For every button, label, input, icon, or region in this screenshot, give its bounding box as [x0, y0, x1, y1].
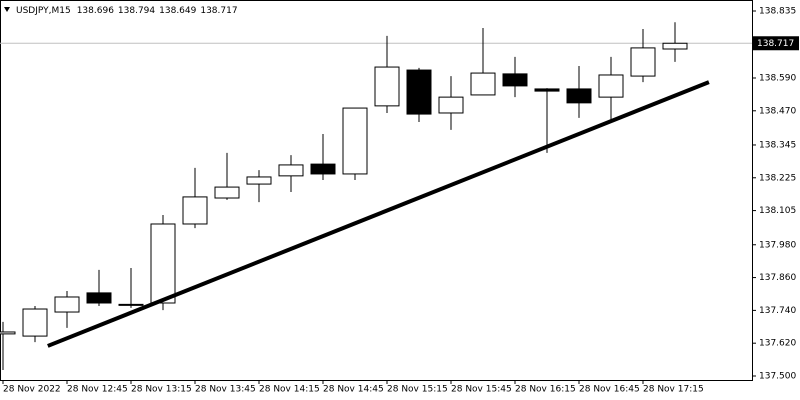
y-tick-label: 138.590: [759, 73, 796, 83]
candle-body: [310, 163, 336, 175]
x-tick-label: 28 Nov 17:15: [643, 385, 704, 395]
x-tick-label: 28 Nov 16:15: [515, 385, 576, 395]
candle-body: [214, 186, 240, 199]
candle-body: [22, 308, 48, 337]
candle-body: [438, 96, 464, 114]
y-tick-label: 138.470: [759, 106, 796, 116]
y-tick-label: 138.345: [759, 140, 796, 150]
plot-frame: [0, 0, 753, 381]
trendline: [47, 80, 710, 348]
y-tick-label: 138.835: [759, 7, 796, 17]
candle-body: [54, 296, 80, 313]
candle-body: [598, 74, 624, 98]
y-tick-label: 137.500: [759, 372, 796, 382]
x-tick-label: 28 Nov 14:15: [259, 385, 320, 395]
candle-body: [470, 72, 496, 96]
header-close: 138.717: [200, 6, 237, 16]
chart-title: USDJPY,M15: [16, 6, 71, 16]
x-tick-label: 28 Nov 16:45: [579, 385, 640, 395]
candle-body: [630, 47, 656, 77]
header-low: 138.649: [159, 6, 196, 16]
candle-body: [278, 164, 304, 177]
x-tick-label: 28 Nov 2022: [3, 385, 61, 395]
candle-body: [182, 196, 208, 225]
candle-body: [246, 176, 272, 185]
menu-triangle: [4, 7, 10, 12]
candle-body: [662, 42, 688, 50]
candle-body: [566, 88, 592, 104]
y-tick-label: 137.620: [759, 339, 796, 349]
y-tick-label: 137.980: [759, 240, 796, 250]
last-price-box: [753, 36, 799, 51]
y-tick-label: 138.105: [759, 206, 796, 216]
candle-body: [502, 73, 528, 87]
x-tick-label: 28 Nov 14:45: [323, 385, 384, 395]
candle-body: [374, 66, 400, 107]
last-price-label: 138.717: [757, 39, 794, 49]
x-tick-label: 28 Nov 13:15: [131, 385, 192, 395]
x-tick-label: 28 Nov 12:45: [67, 385, 128, 395]
candle-body: [342, 107, 368, 175]
x-tick-label: 28 Nov 15:45: [451, 385, 512, 395]
candle-body: [0, 331, 16, 335]
y-tick-label: 137.740: [759, 306, 796, 316]
header-open: 138.696: [77, 6, 114, 16]
x-tick-label: 28 Nov 13:45: [195, 385, 256, 395]
y-tick-label: 138.225: [759, 173, 796, 183]
x-tick-label: 28 Nov 15:15: [387, 385, 448, 395]
y-tick-label: 137.860: [759, 273, 796, 283]
candle-body: [118, 303, 144, 306]
candle-body: [406, 69, 432, 115]
header-high: 138.794: [118, 6, 155, 16]
candle-body: [150, 223, 176, 304]
candle-body: [86, 292, 112, 304]
candle-body: [534, 88, 560, 92]
chart-header: USDJPY,M15 138.696 138.794 138.649 138.717: [16, 6, 238, 16]
